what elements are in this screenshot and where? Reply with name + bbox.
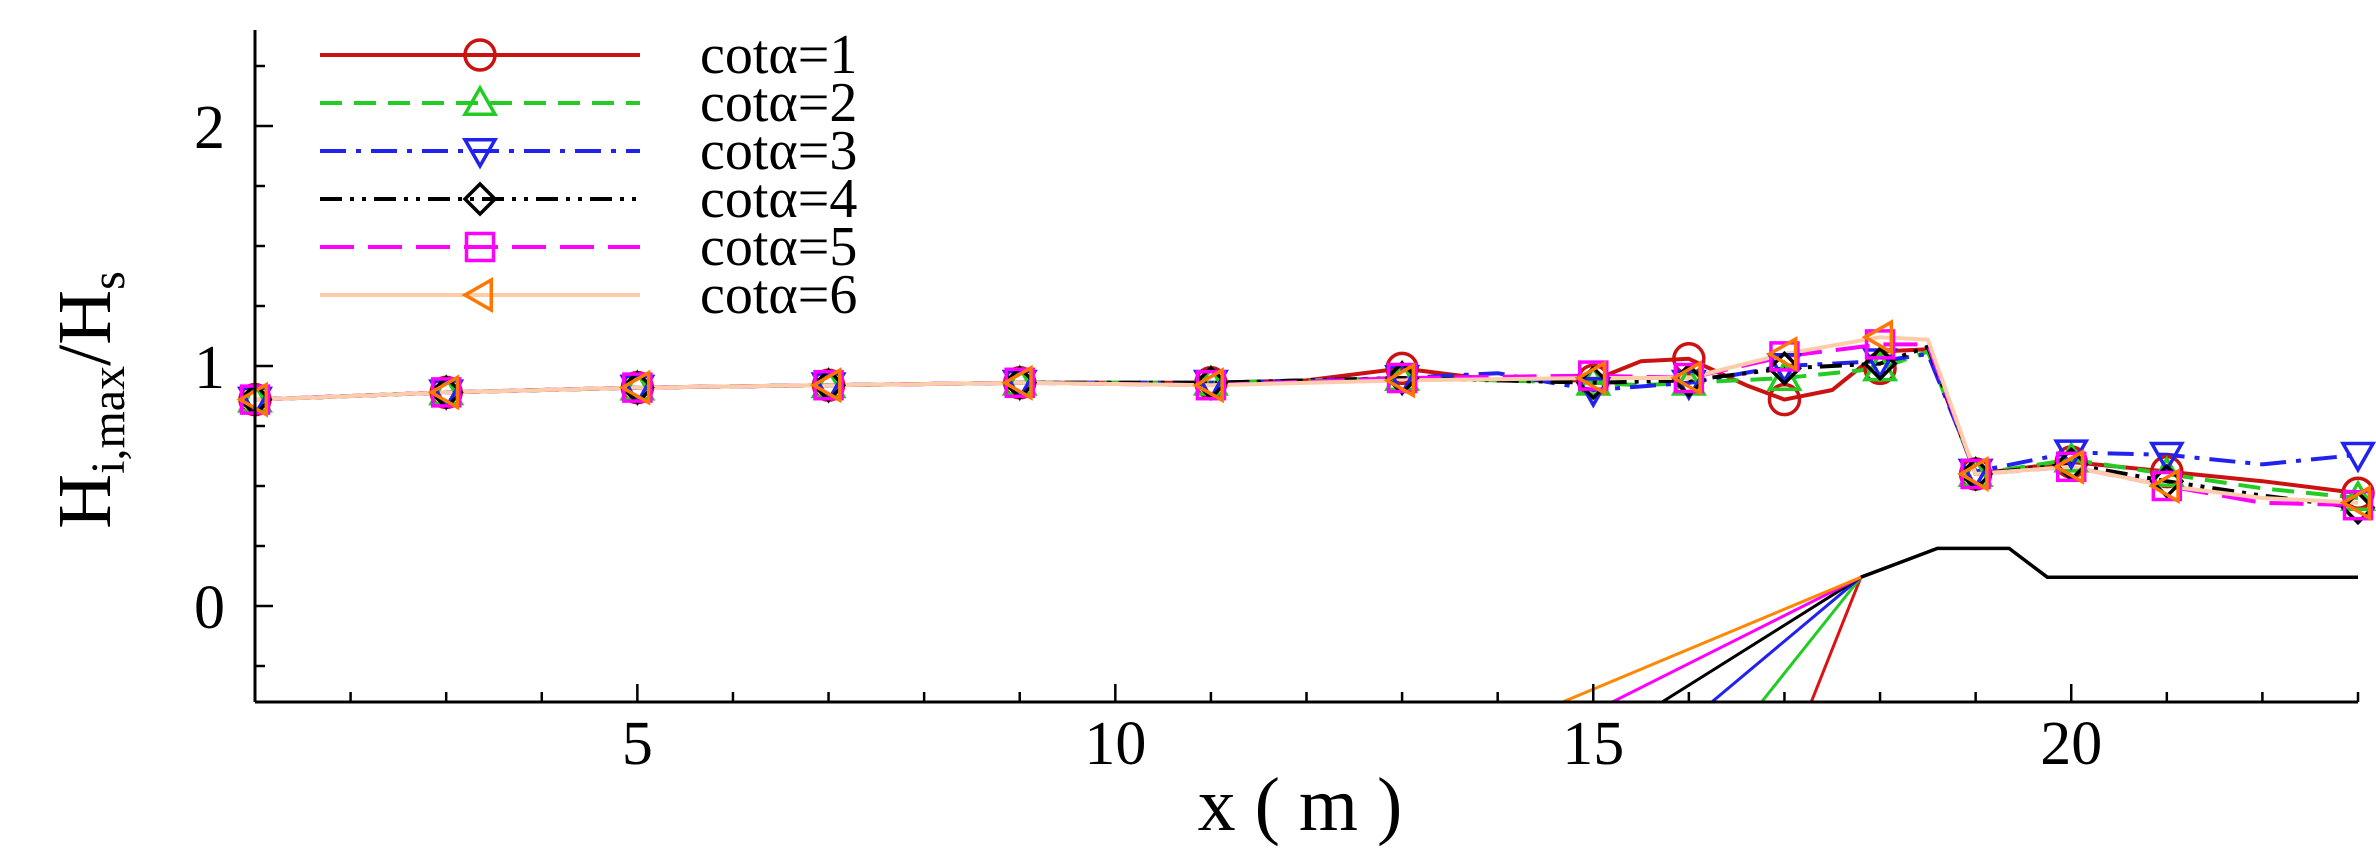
bathymetry-profile (1860, 546, 2358, 579)
data-point (2339, 441, 2376, 474)
data-point (2148, 441, 2185, 474)
y-axis-title-main: H (43, 474, 127, 529)
legend-label: cotα=3 (700, 120, 857, 182)
legend-marker (461, 138, 499, 170)
legend-marker (461, 84, 499, 116)
legend-label: cotα=1 (700, 24, 857, 86)
data-point (1574, 359, 1607, 397)
slope-line (1710, 576, 1862, 702)
data-point (619, 369, 656, 401)
data-point (618, 369, 651, 406)
legend-marker (461, 276, 493, 314)
data-point (1001, 364, 1033, 401)
data-point (1957, 455, 1989, 493)
series-line (255, 335, 2358, 505)
legend-label: cotα=2 (700, 72, 857, 134)
slope-line (1611, 575, 1862, 702)
data-point (2339, 484, 2371, 521)
data-point (619, 374, 656, 407)
legend-marker (463, 38, 497, 72)
legend-label: cotα=5 (700, 216, 857, 278)
y-axis-title-suffix: /H (43, 290, 127, 366)
y-axis-title: Hi,max/Hs (43, 271, 135, 529)
y-tick-label: 1 (194, 334, 225, 402)
y-axis-title-sub: i,max (82, 366, 135, 474)
series-lines (255, 335, 2358, 510)
data-point (1383, 362, 1416, 399)
data-point (427, 374, 460, 411)
legend-marker (462, 181, 498, 217)
y-tick-label: 2 (194, 94, 225, 162)
data-point (1861, 319, 1894, 356)
bathymetry-line (1860, 546, 2358, 579)
data-point (428, 379, 465, 411)
data-point (2052, 448, 2085, 485)
data-point (1192, 367, 1224, 404)
data-point (1864, 329, 1896, 360)
series-line (255, 347, 2358, 496)
data-point (1765, 335, 1798, 373)
data-point (1001, 364, 1038, 396)
x-axis-title: x ( m ) (1198, 763, 1403, 847)
legend-marker (464, 231, 496, 263)
x-tick-label: 10 (1084, 710, 1146, 778)
x-tick-label: 5 (622, 710, 653, 778)
data-point (1384, 365, 1421, 397)
axes: 5 10 15 20 0 1 2 (194, 30, 2360, 778)
data-point (1001, 369, 1038, 402)
series-line (255, 349, 2358, 500)
x-tick-label: 20 (2040, 710, 2102, 778)
slope-line (1562, 575, 1862, 702)
data-point (236, 381, 268, 418)
series-markers (236, 319, 2376, 526)
data-point (1670, 369, 1707, 402)
legend-label: cotα=4 (700, 168, 857, 230)
data-point (428, 373, 465, 406)
slope-line (1760, 576, 1863, 702)
data-point (2339, 479, 2376, 511)
y-tick-label: 0 (194, 574, 225, 642)
series-line (255, 344, 2358, 510)
data-point (1672, 342, 1706, 376)
data-point (810, 372, 847, 404)
series-line (255, 342, 2358, 508)
data-point (2148, 467, 2180, 505)
y-axis-title-suffix-sub: s (82, 271, 135, 290)
series-line (255, 352, 2358, 474)
slope-line (1661, 575, 1862, 702)
x-tick-label: 15 (1562, 710, 1624, 778)
data-point (1670, 359, 1702, 397)
legend-label: cotα=6 (700, 264, 857, 326)
slope-line (1809, 576, 1863, 702)
slope-lines (1562, 575, 1863, 702)
data-point (810, 366, 847, 399)
data-point (810, 367, 842, 404)
